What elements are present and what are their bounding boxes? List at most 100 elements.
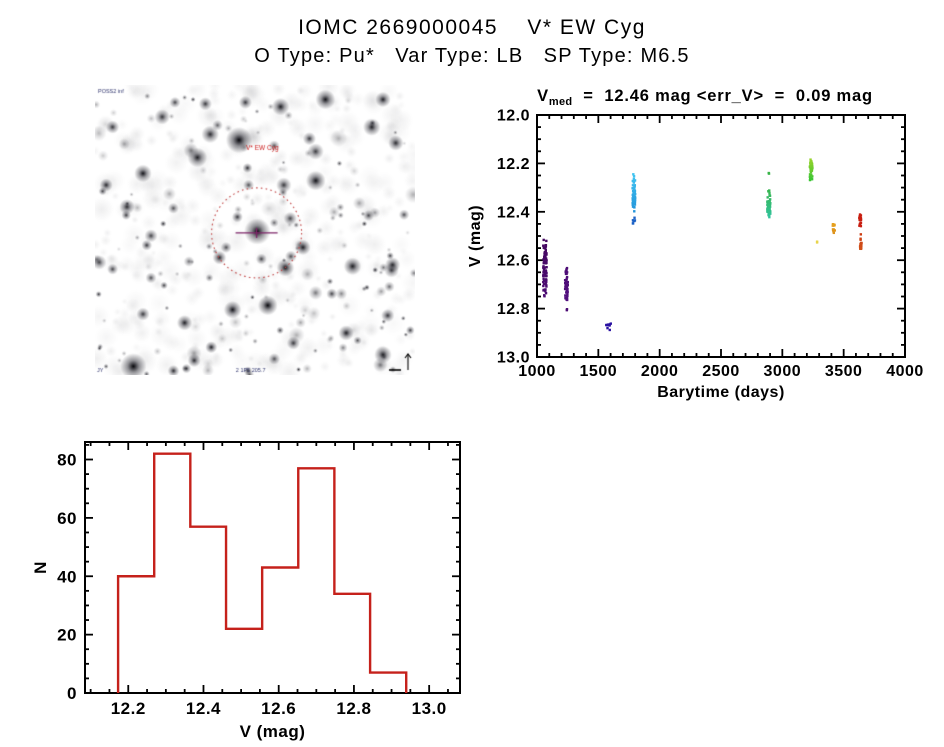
data-point — [632, 180, 636, 183]
data-point — [544, 292, 548, 295]
data-point — [858, 218, 861, 222]
y-axis-label: N — [31, 561, 50, 574]
data-point — [768, 202, 772, 205]
data-point — [859, 241, 863, 245]
data-point — [632, 195, 635, 198]
data-point — [808, 175, 812, 179]
data-point — [545, 265, 548, 269]
data-point — [565, 272, 568, 276]
data-point — [545, 272, 548, 275]
data-point — [633, 200, 636, 204]
data-point — [858, 213, 862, 216]
data-point — [832, 223, 835, 226]
data-point — [565, 277, 568, 280]
plot-box — [84, 441, 461, 694]
data-point — [566, 290, 569, 293]
data-point — [809, 173, 813, 176]
data-point — [565, 266, 569, 270]
data-point — [767, 212, 770, 215]
data-point — [545, 274, 548, 278]
data-point — [632, 175, 636, 178]
data-point — [633, 202, 636, 205]
data-point — [545, 253, 548, 256]
x-tick-label: 12.2 — [111, 699, 146, 718]
data-point — [544, 248, 548, 252]
data-point — [542, 282, 546, 286]
data-point — [606, 326, 609, 330]
page-title: IOMC 2669000045 V* EW Cyg — [298, 16, 646, 39]
data-point — [565, 291, 568, 294]
data-point — [833, 229, 837, 232]
data-point — [768, 215, 771, 219]
x-tick-label: 2000 — [641, 363, 679, 380]
y-tick-label: 20 — [57, 626, 77, 645]
data-point — [544, 279, 547, 282]
data-point — [767, 172, 771, 175]
x-tick-label: 2500 — [702, 363, 740, 380]
data-point — [766, 207, 769, 210]
data-point — [810, 159, 813, 163]
data-point — [631, 203, 634, 207]
x-tick-label: 12.8 — [336, 699, 371, 718]
x-tick-label: 4000 — [886, 363, 924, 380]
data-point — [543, 256, 547, 259]
data-point — [542, 284, 545, 288]
data-point — [768, 191, 771, 195]
data-point — [631, 201, 634, 205]
y-axis-label: V (mag) — [467, 205, 484, 267]
x-axis-label: V (mag) — [240, 722, 306, 741]
data-point — [766, 196, 769, 199]
data-point — [858, 244, 862, 248]
x-axis-ticks — [89, 442, 449, 693]
data-point — [809, 170, 813, 174]
data-point — [543, 274, 547, 277]
data-point — [766, 203, 770, 206]
data-point — [766, 209, 769, 212]
x-axis-ticks — [536, 115, 906, 357]
y-tick-label: 13.0 — [497, 350, 530, 367]
magnitude-histogram: 12.2 12.4 12.6 12.8 13.0 0 20 40 60 80 V (mag) N — [31, 441, 461, 741]
y-tick-label: 0 — [67, 684, 77, 703]
y-tick-label: 60 — [57, 509, 77, 528]
data-point — [565, 268, 568, 271]
data-point — [566, 292, 569, 296]
data-point — [633, 216, 636, 219]
x-axis-label: Barytime (days) — [657, 384, 785, 401]
data-point — [633, 189, 636, 192]
data-point — [768, 204, 771, 207]
data-point — [633, 196, 637, 200]
data-point — [832, 231, 836, 235]
data-point — [544, 270, 548, 273]
data-point — [542, 244, 545, 247]
data-point — [810, 167, 813, 171]
lightcurve-title: Vmed = 12.46 mag <err_V> = 0.09 mag — [468, 87, 942, 108]
data-point — [564, 294, 567, 297]
data-point — [768, 213, 771, 217]
y-tick-label: 12.2 — [497, 156, 530, 173]
data-point — [767, 199, 771, 203]
data-point — [860, 244, 863, 248]
data-point — [631, 187, 634, 190]
data-point — [565, 280, 568, 284]
data-point — [768, 207, 771, 211]
data-point — [542, 277, 545, 281]
data-point — [543, 266, 547, 269]
data-point — [809, 161, 812, 165]
data-point — [633, 186, 636, 189]
data-point — [769, 212, 772, 215]
data-point — [811, 175, 814, 178]
data-point — [631, 189, 635, 193]
data-point — [608, 328, 611, 332]
data-point — [766, 210, 769, 213]
y-tick-label: 12.4 — [497, 204, 530, 221]
data-point — [832, 230, 835, 233]
y-axis-ticks — [537, 114, 905, 358]
data-point — [607, 323, 610, 326]
data-point — [542, 246, 546, 249]
data-point — [631, 205, 635, 208]
data-point — [564, 297, 567, 300]
data-point — [631, 219, 635, 222]
data-point — [543, 252, 546, 255]
data-point — [544, 245, 548, 248]
data-point — [631, 197, 634, 200]
